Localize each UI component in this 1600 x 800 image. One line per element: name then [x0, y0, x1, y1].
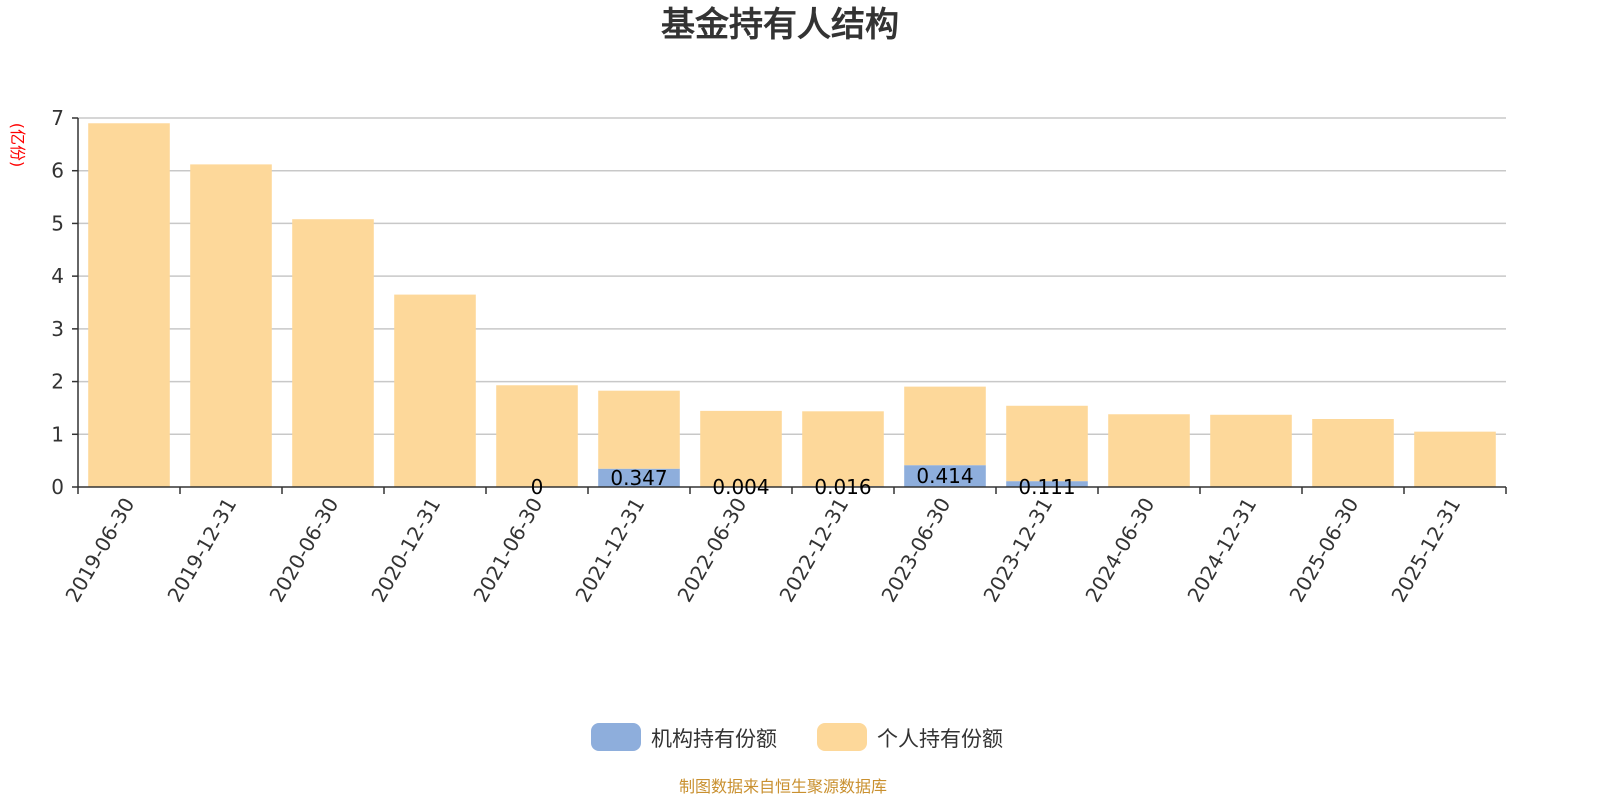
x-tick-label: 2022-12-31 — [774, 494, 853, 607]
data-label-institutional: 0.111 — [1018, 475, 1075, 499]
x-tick-label: 2022-06-30 — [672, 494, 751, 607]
x-tick-label: 2019-12-31 — [162, 494, 241, 607]
bar-institutional[interactable] — [904, 465, 986, 487]
y-tick-label: 7 — [51, 106, 64, 130]
y-axis-unit-label: (亿份) — [8, 123, 27, 168]
y-tick-label: 0 — [51, 475, 64, 499]
bar-personal[interactable] — [394, 294, 476, 487]
x-tick-label: 2024-06-30 — [1080, 494, 1159, 607]
bar-personal[interactable] — [904, 386, 986, 466]
bar-personal[interactable] — [190, 164, 272, 488]
x-tick-label: 2023-06-30 — [876, 494, 955, 607]
y-tick-label: 2 — [51, 370, 64, 394]
chart-title: 基金持有人结构 — [661, 5, 899, 45]
legend-swatch — [591, 723, 641, 751]
bar-personal[interactable] — [1312, 418, 1394, 487]
legend-swatch — [817, 723, 867, 751]
x-tick-label: 2020-06-30 — [264, 494, 343, 607]
x-tick-label: 2020-12-31 — [366, 494, 445, 607]
bar-personal[interactable] — [496, 385, 578, 487]
data-label-institutional: 0.414 — [916, 464, 973, 488]
x-tick-label: 2025-06-30 — [1284, 494, 1363, 607]
data-label-institutional: 0.347 — [610, 466, 667, 490]
bar-personal[interactable] — [700, 410, 782, 487]
bar-personal[interactable] — [292, 219, 374, 487]
x-tick-label: 2025-12-31 — [1386, 494, 1465, 607]
bar-institutional[interactable] — [598, 468, 680, 487]
y-tick-label: 5 — [51, 211, 64, 235]
bar-personal[interactable] — [1414, 431, 1496, 487]
y-tick-label: 3 — [51, 317, 64, 341]
data-label-institutional: 0.016 — [814, 475, 871, 499]
legend-item[interactable]: 机构持有份额 — [591, 723, 777, 751]
x-tick-label: 2019-06-30 — [60, 494, 139, 607]
bar-personal[interactable] — [1210, 414, 1292, 487]
y-tick-label: 6 — [51, 159, 64, 183]
data-label-institutional: 0.004 — [712, 475, 769, 499]
legend-label: 个人持有份额 — [877, 727, 1003, 751]
source-footer: 制图数据来自恒生聚源数据库 — [679, 777, 887, 796]
bar-personal[interactable] — [598, 390, 680, 469]
data-label-institutional: 0 — [531, 475, 544, 499]
bar-personal[interactable] — [1108, 414, 1190, 487]
bar-institutional[interactable] — [1006, 481, 1088, 487]
x-tick-label: 2021-06-30 — [468, 494, 547, 607]
bar-personal[interactable] — [1006, 405, 1088, 482]
x-tick-label: 2021-12-31 — [570, 494, 649, 607]
bar-personal[interactable] — [88, 123, 170, 488]
legend-label: 机构持有份额 — [651, 727, 777, 751]
y-tick-label: 1 — [51, 422, 64, 446]
legend-item[interactable]: 个人持有份额 — [817, 723, 1003, 751]
x-tick-label: 2023-12-31 — [978, 494, 1057, 607]
bar-personal[interactable] — [802, 411, 884, 487]
x-tick-label: 2024-12-31 — [1182, 494, 1261, 607]
legend[interactable]: 机构持有份额 个人持有份额 — [591, 723, 1003, 751]
bars — [88, 123, 1496, 488]
data-labels: 0 0.347 0.004 0.016 0.414 0.111 — [531, 464, 1076, 499]
y-tick-label: 4 — [51, 264, 64, 288]
